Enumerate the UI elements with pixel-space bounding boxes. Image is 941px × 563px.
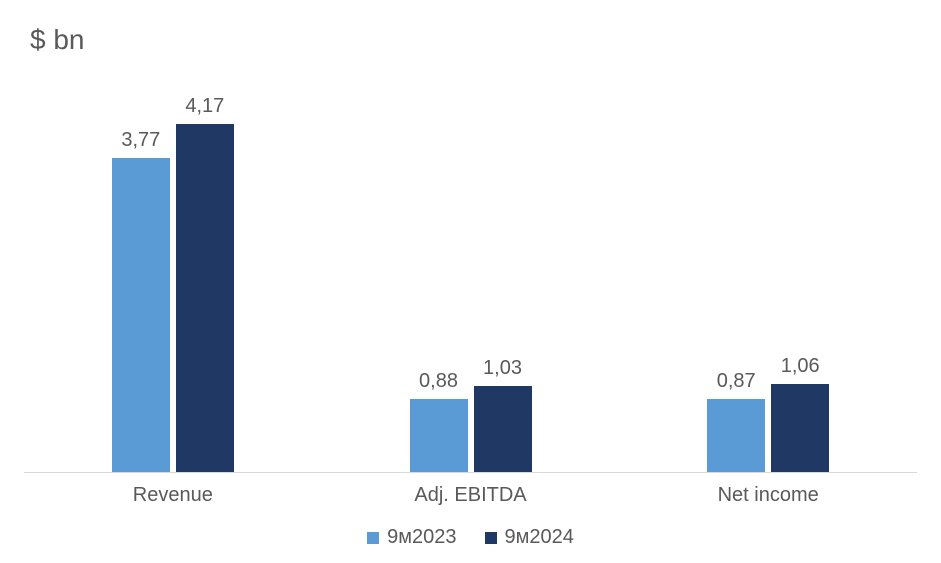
- x-axis-labels: RevenueAdj. EBITDANet income: [24, 484, 917, 507]
- legend-swatch: [367, 532, 379, 544]
- bar-pair: 3,774,17: [112, 80, 234, 472]
- bar-value-label: 0,88: [419, 370, 458, 393]
- chart-title: $ bn: [30, 24, 85, 56]
- bar-value-label: 1,06: [781, 355, 820, 378]
- financials-bar-chart: $ bn 3,774,170,881,030,871,06 RevenueAdj…: [0, 0, 941, 563]
- legend-label: 9м2023: [387, 526, 456, 549]
- bar: 3,77: [112, 158, 170, 472]
- bar-value-label: 0,87: [717, 370, 756, 393]
- bar-value-label: 3,77: [121, 129, 160, 152]
- bar: 1,06: [771, 384, 829, 472]
- legend: 9м2023 9м2024: [0, 526, 941, 549]
- bar-groups: 3,774,170,881,030,871,06: [24, 80, 917, 472]
- bar-group: 0,881,03: [322, 80, 620, 472]
- bar-group: 3,774,17: [24, 80, 322, 472]
- bar-value-label: 4,17: [185, 95, 224, 118]
- bar: 0,88: [410, 399, 468, 472]
- x-axis-label: Revenue: [24, 484, 322, 507]
- legend-item: 9м2024: [485, 526, 574, 549]
- plot-area: 3,774,170,881,030,871,06: [24, 80, 917, 473]
- legend-label: 9м2024: [505, 526, 574, 549]
- legend-swatch: [485, 532, 497, 544]
- bar: 0,87: [707, 399, 765, 472]
- x-axis-label: Net income: [619, 484, 917, 507]
- x-axis-label: Adj. EBITDA: [322, 484, 620, 507]
- bar-group: 0,871,06: [619, 80, 917, 472]
- bar-pair: 0,881,03: [410, 80, 532, 472]
- legend-item: 9м2023: [367, 526, 456, 549]
- bar-value-label: 1,03: [483, 357, 522, 380]
- bar: 4,17: [176, 124, 234, 472]
- bar: 1,03: [474, 386, 532, 472]
- bar-pair: 0,871,06: [707, 80, 829, 472]
